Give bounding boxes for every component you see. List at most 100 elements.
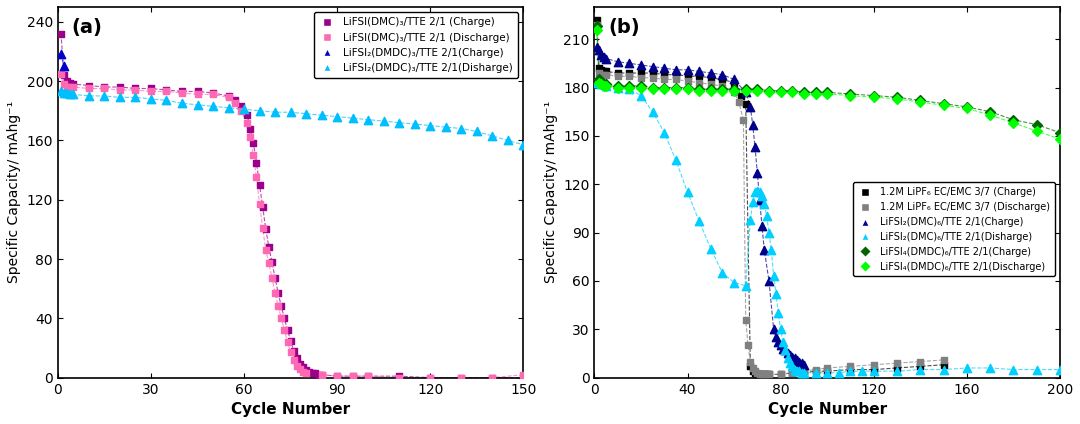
Point bbox=[55, 81, 72, 87]
Point bbox=[807, 366, 824, 373]
Point bbox=[714, 87, 731, 94]
Point bbox=[80, 92, 97, 99]
Point bbox=[58, 89, 76, 96]
Point bbox=[453, 125, 470, 132]
Point bbox=[760, 371, 778, 378]
Point bbox=[754, 192, 771, 199]
Point bbox=[1051, 366, 1068, 373]
Point bbox=[360, 116, 377, 123]
Point bbox=[345, 115, 362, 122]
Point bbox=[748, 86, 766, 92]
Point bbox=[690, 68, 707, 75]
Point bbox=[391, 119, 408, 126]
Point bbox=[982, 365, 999, 371]
Point bbox=[62, 91, 79, 98]
Point bbox=[595, 71, 612, 78]
Y-axis label: Specific Capacity/ mAhg⁻¹: Specific Capacity/ mAhg⁻¹ bbox=[6, 101, 21, 283]
Point bbox=[1028, 366, 1045, 373]
Point bbox=[292, 361, 309, 368]
Point bbox=[55, 63, 72, 70]
Point bbox=[912, 366, 929, 373]
Point bbox=[621, 60, 638, 67]
Point bbox=[726, 79, 743, 86]
Point bbox=[597, 68, 615, 75]
Point bbox=[807, 368, 824, 374]
Point bbox=[807, 369, 824, 376]
Point bbox=[591, 79, 608, 86]
Point bbox=[742, 216, 759, 223]
Point bbox=[621, 83, 638, 89]
Point bbox=[52, 51, 69, 58]
Point bbox=[632, 83, 649, 89]
Point bbox=[58, 84, 76, 90]
Point bbox=[679, 78, 697, 84]
Point bbox=[609, 84, 626, 91]
Point bbox=[632, 61, 649, 68]
Point bbox=[264, 275, 281, 282]
Point bbox=[621, 73, 638, 80]
Point bbox=[779, 350, 796, 357]
Point bbox=[391, 373, 408, 379]
Point bbox=[751, 197, 768, 204]
Point bbox=[328, 373, 346, 379]
Point bbox=[270, 303, 287, 310]
Point bbox=[737, 316, 754, 323]
Point bbox=[593, 79, 610, 86]
Point bbox=[690, 218, 707, 225]
Point bbox=[307, 370, 324, 377]
Point bbox=[667, 67, 685, 73]
Point bbox=[644, 84, 661, 91]
Point bbox=[597, 83, 615, 89]
Point bbox=[126, 85, 144, 92]
Point bbox=[595, 81, 612, 88]
Point bbox=[609, 70, 626, 76]
Point bbox=[756, 371, 773, 378]
Point bbox=[748, 87, 766, 94]
Point bbox=[758, 371, 775, 378]
Point bbox=[595, 83, 612, 89]
Point bbox=[591, 65, 608, 72]
Point bbox=[742, 358, 759, 365]
Point bbox=[795, 369, 812, 376]
Point bbox=[96, 85, 113, 92]
Point bbox=[593, 67, 610, 73]
Point bbox=[889, 365, 906, 371]
Point bbox=[239, 119, 256, 126]
Point bbox=[734, 116, 752, 123]
Point bbox=[786, 355, 804, 362]
Point bbox=[247, 159, 265, 166]
Point bbox=[644, 75, 661, 81]
Point bbox=[795, 361, 812, 368]
Point bbox=[595, 81, 612, 88]
Point bbox=[714, 71, 731, 78]
Point bbox=[807, 91, 824, 98]
Point bbox=[632, 84, 649, 91]
Point bbox=[52, 70, 69, 77]
Point bbox=[726, 279, 743, 286]
Point bbox=[841, 92, 859, 99]
Point bbox=[865, 361, 882, 368]
Point bbox=[770, 339, 787, 346]
Point bbox=[784, 89, 801, 96]
Point bbox=[595, 53, 612, 60]
Point bbox=[772, 342, 789, 349]
Point bbox=[285, 348, 302, 354]
Point bbox=[772, 371, 789, 378]
Point bbox=[593, 81, 610, 88]
Point bbox=[62, 79, 79, 86]
Point bbox=[242, 134, 259, 141]
Point bbox=[788, 357, 806, 363]
Point bbox=[593, 52, 610, 59]
Point bbox=[267, 109, 284, 116]
Point bbox=[748, 170, 766, 176]
Point bbox=[589, 23, 606, 30]
Point bbox=[254, 224, 271, 231]
Point bbox=[982, 108, 999, 115]
Point bbox=[644, 86, 661, 92]
Point bbox=[158, 97, 175, 104]
Point bbox=[591, 76, 608, 83]
Point bbox=[275, 327, 293, 334]
Point bbox=[760, 278, 778, 285]
Point bbox=[760, 87, 778, 94]
Point bbox=[819, 89, 836, 96]
